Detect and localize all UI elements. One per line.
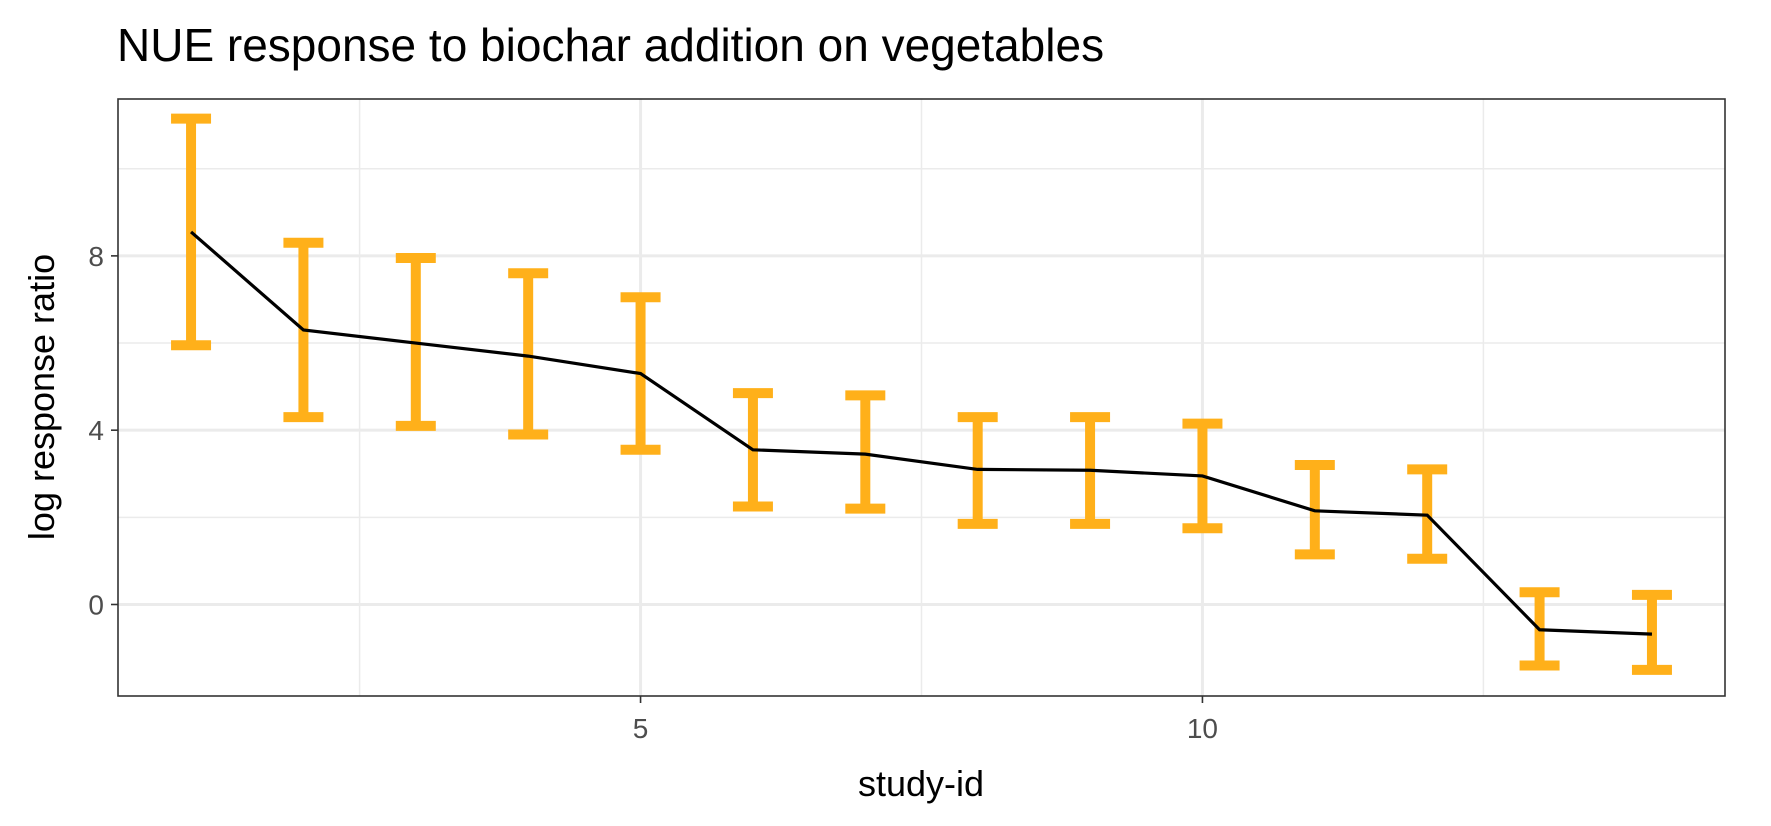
line-layer [189,230,1653,636]
y-tick-label: 4 [88,415,104,446]
chart-title: NUE response to biochar addition on vege… [117,19,1104,71]
ticks: 0 4 8 5 10 [88,241,1218,744]
errorbar [845,390,886,514]
series-line [189,230,1653,636]
errorbar [1631,589,1672,675]
y-tick-label: 8 [88,241,104,272]
x-tick-label: 5 [633,713,649,744]
x-tick-label: 10 [1187,713,1218,744]
y-axis-label: log response ratio [21,254,62,540]
grid [118,99,1725,696]
x-axis-label: study-id [858,763,984,804]
y-tick-label: 0 [88,589,104,620]
panel-border [117,98,1726,697]
errorbar [508,268,549,440]
